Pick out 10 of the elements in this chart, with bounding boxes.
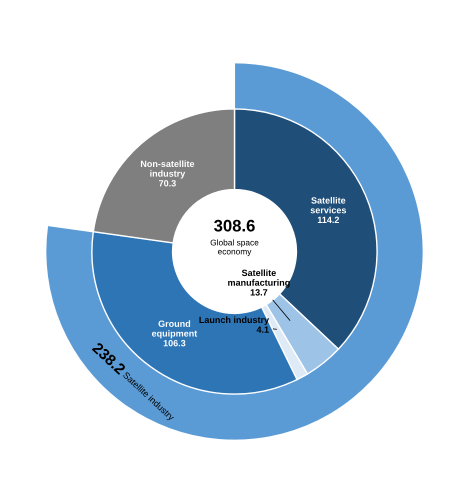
text: Global space economy [210, 239, 258, 256]
data-label: 106.3 [164, 340, 186, 346]
slice-label: Satellite services [310, 196, 346, 214]
text: 308.6 [214, 220, 255, 232]
slice-label: Non-satellite industry [140, 160, 194, 179]
data-label: 13.7 [250, 289, 268, 296]
data-label: 4.1 [256, 326, 269, 333]
data-label: 114.2 [318, 216, 340, 223]
slice-label: Ground equipment [152, 320, 198, 338]
data-label: 70.3 [159, 180, 176, 186]
